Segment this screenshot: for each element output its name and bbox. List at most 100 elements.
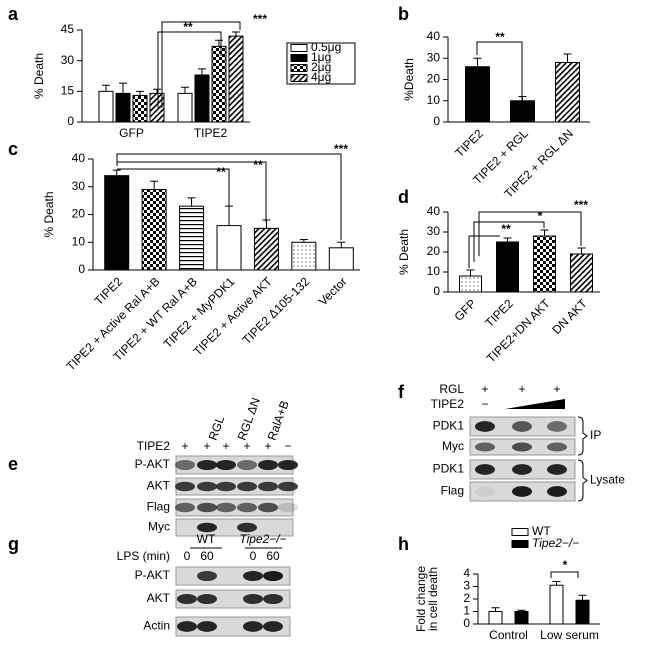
x-tick-label: GFP bbox=[119, 126, 144, 140]
significance-bracket bbox=[468, 235, 500, 268]
blot-band bbox=[175, 481, 195, 492]
y-tick-label: 4 bbox=[463, 566, 470, 580]
legend-swatch bbox=[290, 64, 308, 72]
bar bbox=[533, 235, 556, 293]
legend-label: 1μg bbox=[311, 50, 331, 64]
error-bar bbox=[503, 237, 512, 242]
error-bar bbox=[112, 169, 121, 176]
significance-bracket bbox=[478, 211, 582, 256]
panel-label: e bbox=[8, 454, 18, 474]
blot-band bbox=[237, 522, 257, 533]
legend-label: 0.5μg bbox=[311, 40, 341, 54]
y-tick-label: 20 bbox=[427, 244, 441, 258]
blot-band bbox=[175, 459, 195, 471]
significance-label: * bbox=[563, 558, 568, 572]
x-tick-label: TIPE2 bbox=[482, 296, 516, 330]
error-bar bbox=[337, 241, 346, 248]
y-axis-label: in cell death bbox=[426, 567, 440, 631]
significance-bracket bbox=[476, 41, 523, 100]
x-tick-label: TIPE2 bbox=[194, 126, 228, 140]
error-bar bbox=[136, 90, 144, 96]
panel-label: f bbox=[398, 382, 405, 402]
significance-bracket bbox=[117, 161, 267, 222]
error-bar bbox=[153, 88, 161, 94]
x-tick-label: GFP bbox=[452, 296, 479, 323]
blot-band bbox=[177, 621, 197, 632]
treatment-sign: − bbox=[481, 397, 488, 411]
blot-band bbox=[547, 421, 567, 432]
error-bar bbox=[473, 57, 482, 67]
bar bbox=[98, 90, 114, 123]
blot-band bbox=[278, 481, 298, 492]
y-tick-label: 0 bbox=[67, 114, 74, 128]
blot-band bbox=[177, 593, 197, 605]
significance-label: ** bbox=[183, 20, 193, 34]
treatment-sign: + bbox=[553, 382, 560, 396]
error-bar bbox=[299, 238, 308, 243]
bar bbox=[141, 189, 167, 271]
legend-swatch bbox=[290, 44, 308, 52]
group-header: WT bbox=[197, 532, 216, 546]
blot-band bbox=[175, 502, 195, 513]
blot-band bbox=[263, 593, 283, 605]
blot-band bbox=[475, 421, 495, 432]
row-label: AKT bbox=[147, 591, 171, 605]
error-bar bbox=[181, 86, 189, 94]
error-bar bbox=[540, 229, 549, 236]
x-tick-label: TIPE2 bbox=[92, 274, 126, 308]
y-axis-label: % Death bbox=[397, 229, 411, 275]
legend-label: Tipe2−/− bbox=[532, 536, 579, 550]
group-bracket bbox=[577, 416, 588, 456]
bar bbox=[514, 611, 529, 625]
blot-band bbox=[258, 459, 278, 471]
error-bar bbox=[578, 594, 587, 601]
group-label: IP bbox=[590, 428, 601, 442]
bar bbox=[211, 45, 227, 123]
bar bbox=[253, 227, 279, 271]
y-tick-label: 10 bbox=[72, 234, 86, 248]
y-tick-label: 40 bbox=[427, 29, 441, 43]
significance-label: * bbox=[538, 209, 543, 223]
y-axis-label: %Death bbox=[402, 58, 416, 101]
treatment-label: RGL bbox=[439, 382, 464, 396]
bar bbox=[575, 599, 590, 625]
y-tick-label: 0 bbox=[78, 262, 85, 276]
error-bar bbox=[215, 39, 223, 47]
blot-band bbox=[547, 486, 567, 497]
column-label: RGL ΔN bbox=[235, 396, 263, 442]
treatment-sign: + bbox=[264, 439, 271, 453]
treatment-sign: + bbox=[203, 439, 210, 453]
blot-band bbox=[216, 481, 236, 492]
blot-band bbox=[216, 459, 236, 471]
treatment-label: LPS (min) bbox=[117, 549, 170, 563]
treatment-sign: 60 bbox=[200, 549, 214, 563]
group-label: Lysate bbox=[590, 473, 625, 487]
y-tick-label: 10 bbox=[427, 93, 441, 107]
blot-band bbox=[197, 481, 217, 492]
blot-band bbox=[197, 570, 217, 582]
blot-band bbox=[512, 421, 532, 432]
blot-band bbox=[258, 481, 278, 492]
row-label: Myc bbox=[148, 520, 170, 534]
row-label: AKT bbox=[147, 479, 171, 493]
panel-label: a bbox=[8, 4, 19, 24]
y-tick-label: 30 bbox=[427, 50, 441, 64]
error-bar bbox=[119, 82, 127, 94]
blot-band bbox=[243, 621, 263, 632]
significance-bracket bbox=[157, 31, 222, 108]
y-tick-label: 40 bbox=[72, 151, 86, 165]
row-label: Actin bbox=[143, 619, 170, 633]
bar bbox=[228, 35, 244, 123]
blot-band bbox=[216, 502, 236, 513]
y-tick-label: 0 bbox=[433, 284, 440, 298]
row-label: Myc bbox=[442, 439, 464, 453]
error-bar bbox=[150, 180, 159, 190]
error-bar bbox=[466, 269, 475, 276]
treatment-sign: 0 bbox=[250, 549, 257, 563]
y-tick-label: 45 bbox=[61, 22, 75, 36]
legend-swatch bbox=[290, 74, 308, 82]
y-tick-label: 30 bbox=[427, 224, 441, 238]
blot-band bbox=[263, 621, 283, 632]
blot-band bbox=[197, 502, 217, 513]
